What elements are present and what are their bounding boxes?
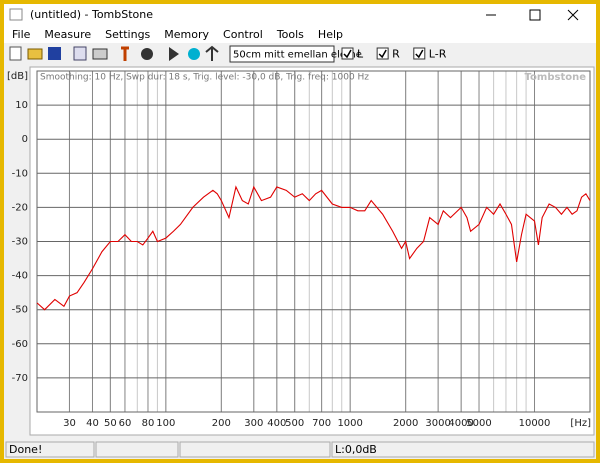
play-icon[interactable] [169,47,179,61]
x-tick-label: 60 [119,418,132,429]
status-cell [5,441,95,458]
app-icon [9,8,23,21]
window-title: (untitled) - TombStone [30,8,153,21]
status-level: L:0,0dB [335,443,377,456]
x-tick-label: 100 [156,418,175,429]
name-input[interactable] [229,45,335,63]
x-axis-label: [Hz] [570,418,591,429]
close-button[interactable] [567,9,579,21]
measure-icon[interactable] [188,48,200,60]
x-tick-label: 1000 [337,418,362,429]
menu-bar [4,26,596,43]
menu-item[interactable]: Control [223,28,263,41]
x-tick-label: 10000 [519,418,551,429]
y-tick-label: -20 [12,202,28,213]
y-tick-label: -70 [12,373,28,384]
checkbox[interactable] [341,47,354,60]
title-bar [4,4,596,26]
x-tick-label: 4000 [448,418,473,429]
up-icon[interactable] [205,45,219,61]
menu-item[interactable]: Help [318,28,343,41]
subtitle: Smoothing: 10 Hz, Swp dur: 18 s, Trig. l… [40,73,369,83]
status-text: Done! [9,443,42,456]
y-tick-label: -10 [12,168,28,179]
x-tick-label: 400 [267,418,286,429]
checkbox-label[interactable]: L-R [429,48,447,61]
copy-icon[interactable] [73,46,87,61]
status-cell [95,441,179,458]
x-tick-label: 5000 [466,418,491,429]
x-tick-label: 30 [63,418,76,429]
y-tick-label: 10 [15,100,28,111]
menu-item[interactable]: Memory [164,28,209,41]
save-icon[interactable] [48,47,61,60]
gear-icon[interactable] [141,48,153,60]
x-tick-label: 300 [244,418,263,429]
x-tick-label: 500 [285,418,304,429]
watermark: Tombstone [525,72,587,83]
new-icon[interactable] [9,46,22,61]
checkbox[interactable] [413,47,426,60]
y-tick-label: -30 [12,237,28,248]
status-cell [331,441,595,458]
x-tick-label: 3000 [425,418,450,429]
response-line [36,185,591,311]
y-tick-label: 0 [22,134,28,145]
x-tick-label: 700 [312,418,331,429]
y-tick-label: -60 [12,339,28,350]
open-icon[interactable] [27,48,43,60]
menu-item[interactable]: Tools [276,28,304,41]
x-tick-label: 2000 [393,418,418,429]
checkbox-label[interactable]: L [357,48,364,61]
menu-item[interactable]: Settings [105,28,150,41]
plot-frame [29,66,595,436]
menu-item[interactable]: File [12,28,31,41]
status-bar [4,440,596,459]
y-axis-label: [dB] [7,71,28,82]
maximize-button[interactable] [529,9,541,21]
menu-item[interactable]: Measure [44,28,91,41]
status-cell [179,441,331,458]
y-tick-label: -50 [12,305,28,316]
checkbox-label[interactable]: R [392,48,400,61]
probe-icon[interactable] [121,46,129,61]
checkmark [378,49,387,59]
checkmark [415,49,424,59]
plot-area [36,70,591,413]
y-tick-label: -40 [12,271,28,282]
x-tick-label: 40 [86,418,99,429]
x-tick-label: 80 [142,418,155,429]
print-icon[interactable] [92,48,108,60]
x-tick-label: 200 [212,418,231,429]
name-input-text: 50cm mitt emellan eleme [233,50,362,61]
toolbar: 50cm mitt emellan eleme L R L-R [9,45,447,63]
checkmark [343,49,352,59]
x-tick-label: 50 [104,418,117,429]
checkbox[interactable] [376,47,389,60]
menu: File Measure Settings Memory Control Tools Hel… [12,28,343,41]
